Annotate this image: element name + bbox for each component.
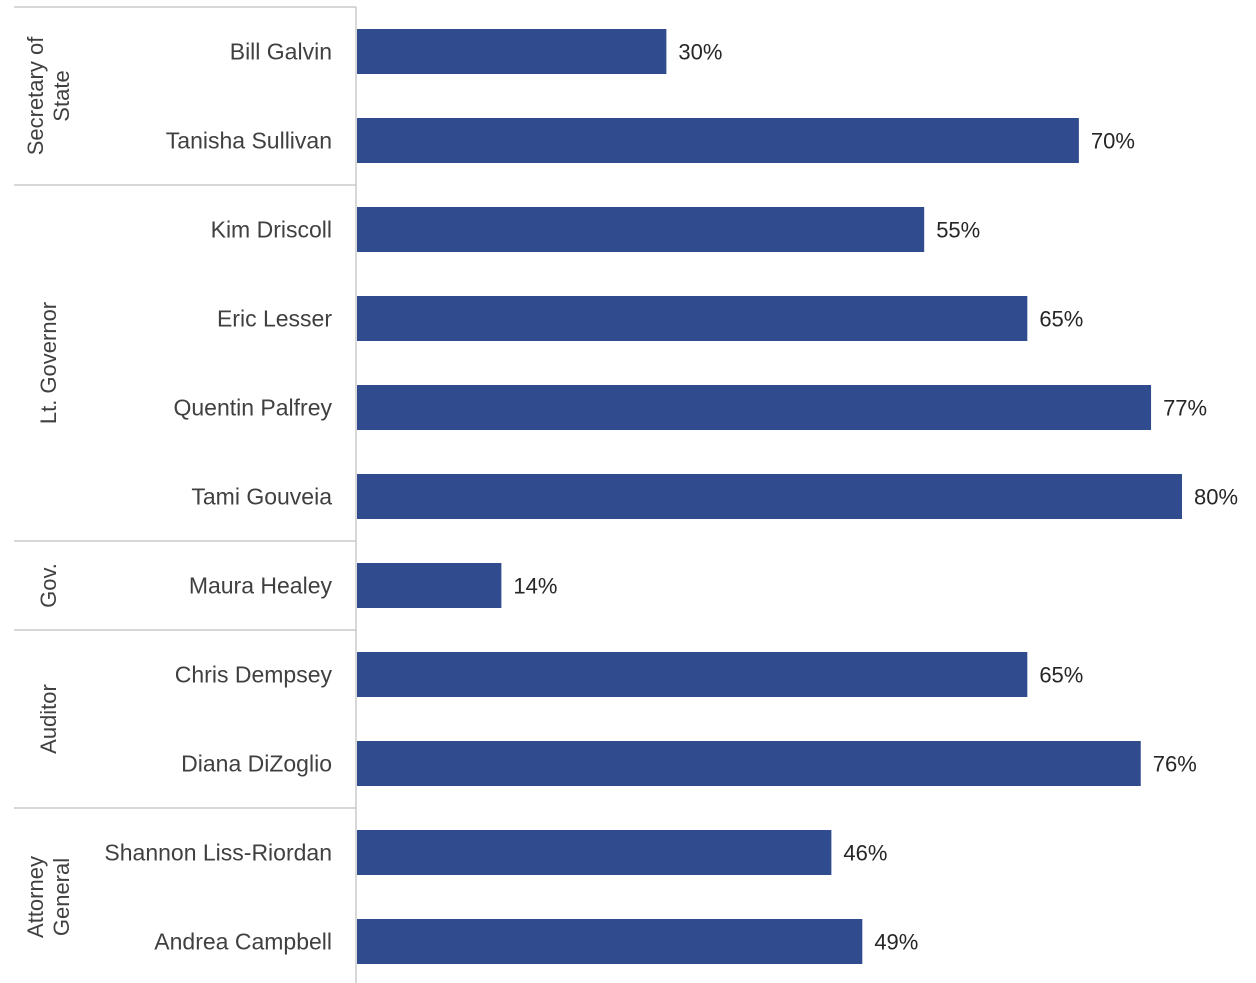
- group-label-line: Secretary of: [23, 36, 48, 155]
- category-label: Andrea Campbell: [154, 929, 332, 955]
- group-label-line: Attorney: [23, 856, 48, 938]
- group-label: Lt. Governor: [36, 302, 61, 424]
- data-label: 49%: [874, 930, 918, 955]
- group-label-line: Lt. Governor: [36, 302, 61, 424]
- bar: [357, 29, 667, 74]
- category-label: Eric Lesser: [217, 306, 332, 332]
- bar: [357, 207, 925, 252]
- data-label: 80%: [1194, 485, 1238, 510]
- data-label: 76%: [1153, 752, 1197, 777]
- group-label: AttorneyGeneral: [23, 856, 74, 938]
- data-label: 65%: [1039, 307, 1083, 332]
- bar: [357, 741, 1141, 786]
- bar: [357, 385, 1152, 430]
- group-label: Auditor: [36, 684, 61, 754]
- group-label: Gov.: [36, 563, 61, 608]
- group-label-line: Auditor: [36, 684, 61, 754]
- bar: [357, 296, 1028, 341]
- data-label: 70%: [1091, 129, 1135, 154]
- category-label: Maura Healey: [189, 573, 333, 599]
- group-label-line: General: [49, 858, 74, 936]
- bar: [357, 652, 1028, 697]
- group-label-line: Gov.: [36, 563, 61, 608]
- category-label: Bill Galvin: [230, 39, 332, 65]
- bar: [357, 919, 863, 964]
- category-label: Quentin Palfrey: [173, 395, 332, 421]
- data-label: 77%: [1163, 396, 1207, 421]
- bar: [357, 830, 832, 875]
- data-label: 55%: [936, 218, 980, 243]
- category-label: Chris Dempsey: [175, 662, 333, 688]
- data-label: 30%: [678, 40, 722, 65]
- category-label: Tami Gouveia: [191, 484, 332, 510]
- group-label-line: State: [49, 70, 74, 121]
- data-label: 65%: [1039, 663, 1083, 688]
- category-label: Tanisha Sullivan: [166, 128, 332, 154]
- category-label: Kim Driscoll: [211, 217, 332, 243]
- group-label: Secretary ofState: [23, 36, 74, 155]
- data-label: 46%: [843, 841, 887, 866]
- data-label: 14%: [513, 574, 557, 599]
- bar: [357, 474, 1182, 519]
- category-label: Diana DiZoglio: [181, 751, 332, 777]
- bar: [357, 563, 502, 608]
- category-label: Shannon Liss-Riordan: [104, 840, 332, 866]
- bar: [357, 118, 1079, 163]
